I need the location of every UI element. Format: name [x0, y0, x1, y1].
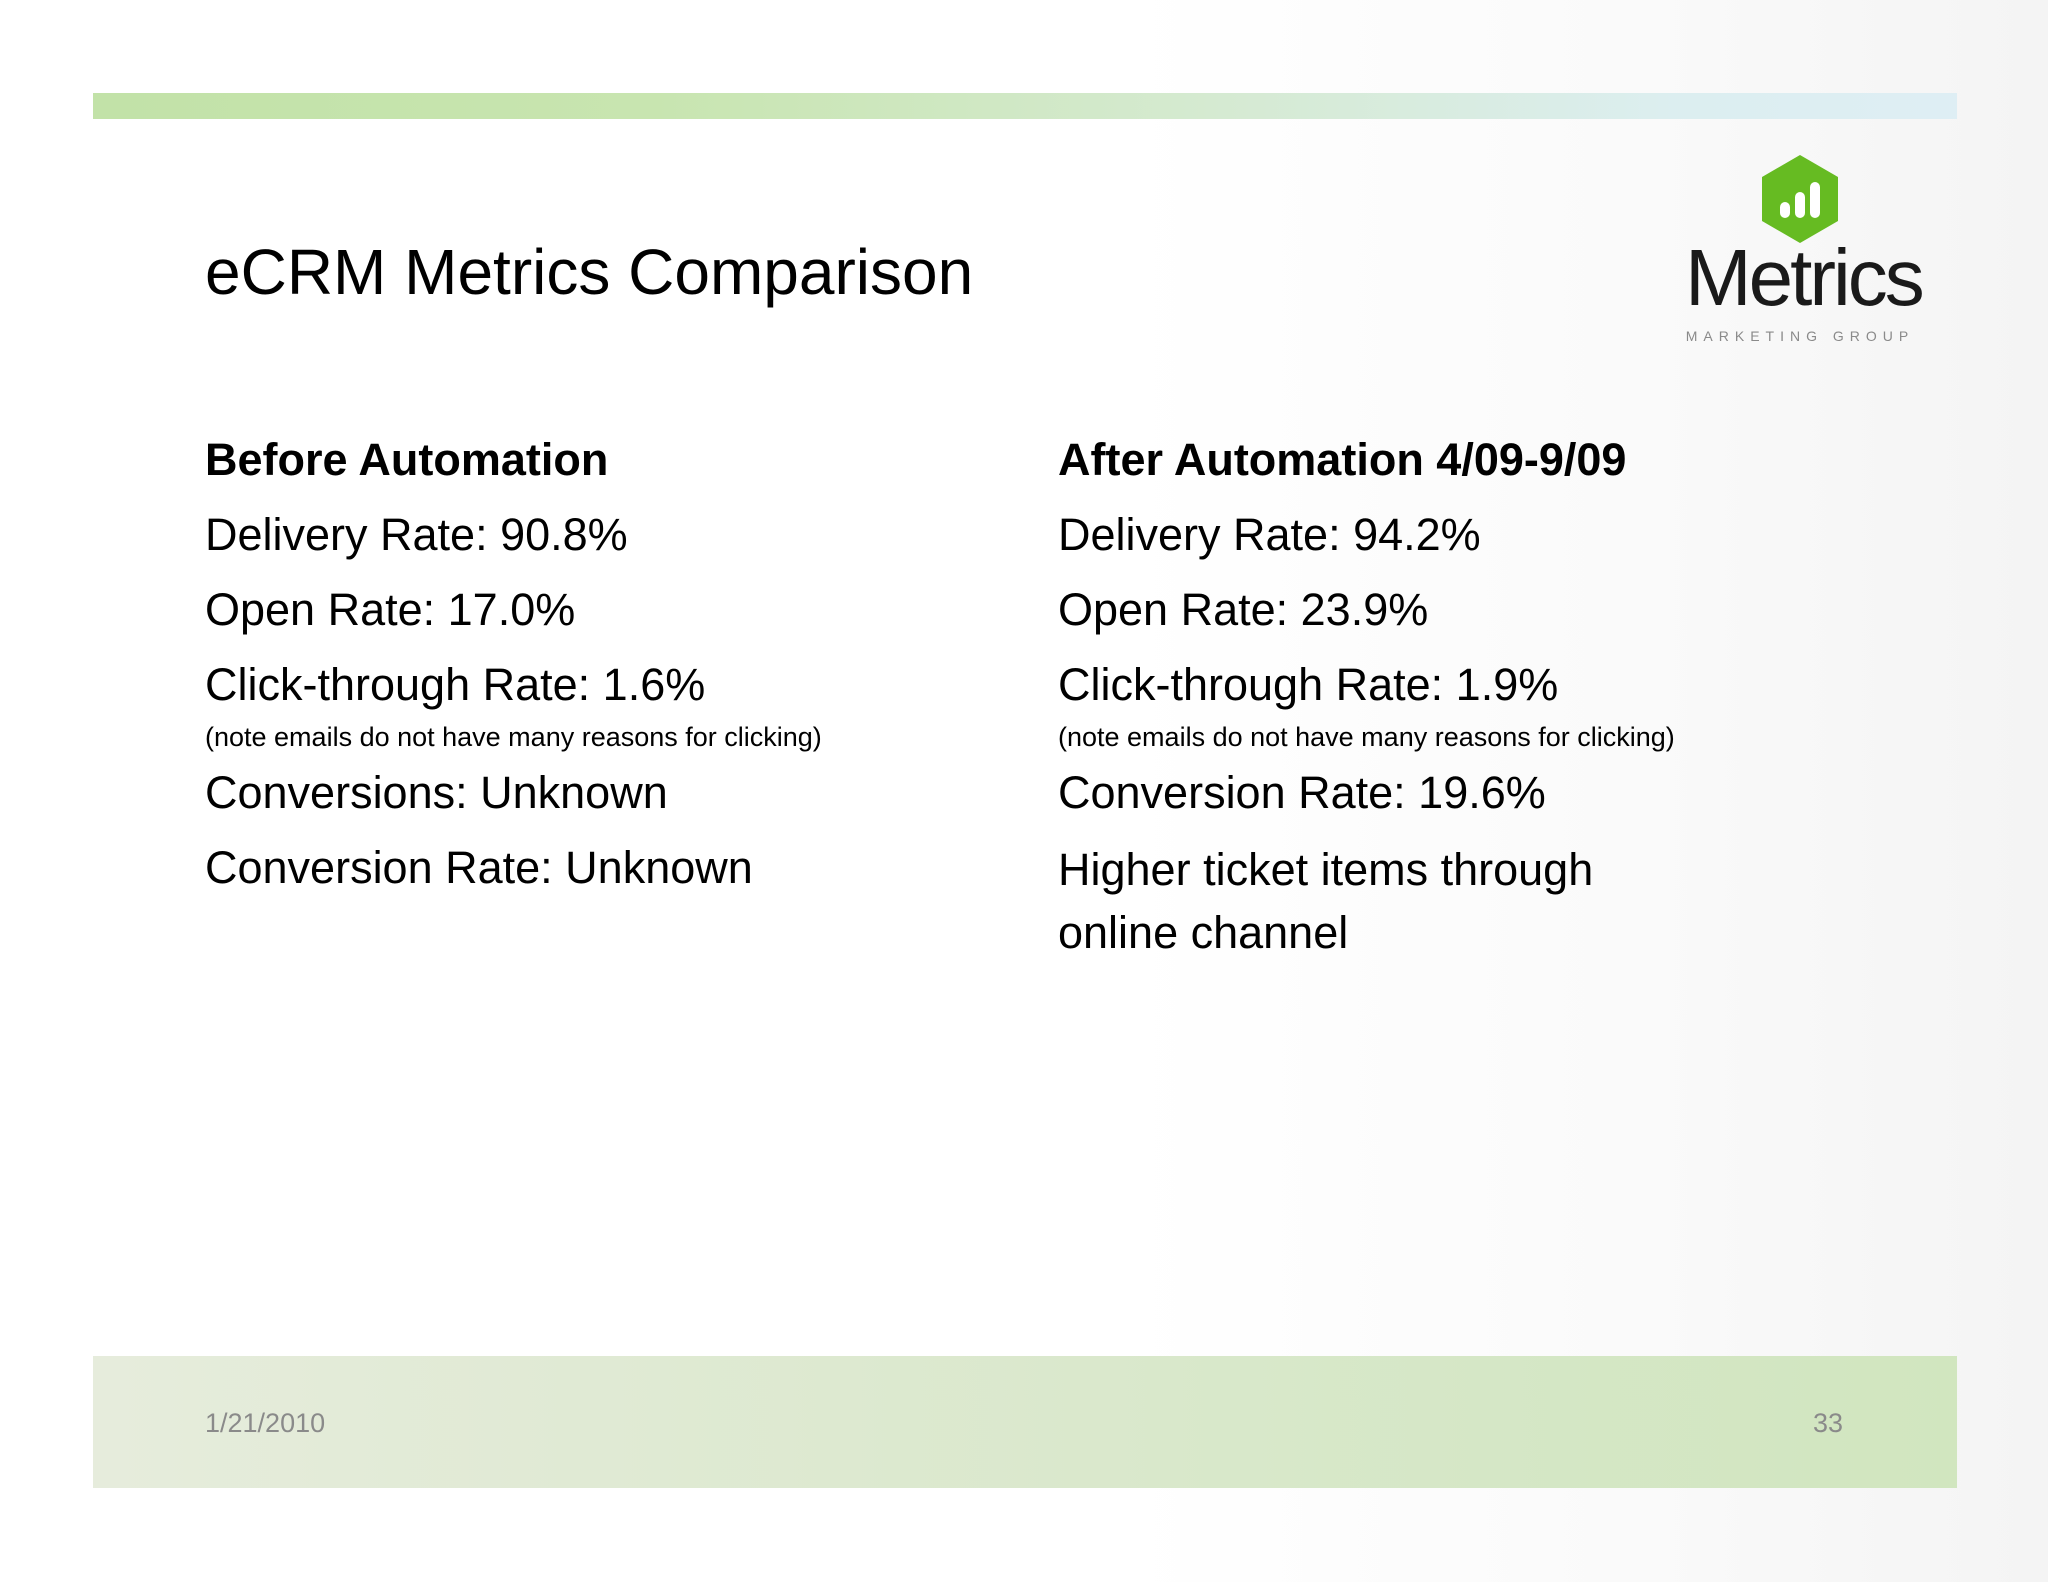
footer-date: 1/21/2010 [205, 1408, 326, 1438]
after-open-rate: Open Rate: 23.9% [1058, 584, 1429, 635]
before-click-note: (note emails do not have many reasons fo… [205, 722, 822, 752]
after-click-note: (note emails do not have many reasons fo… [1058, 722, 1675, 752]
bar-chart-hexagon-icon [1762, 155, 1838, 243]
after-heading: After Automation 4/09-9/09 [1058, 434, 1627, 485]
page-number: 33 [1812, 1408, 1843, 1438]
after-conversion-rate: Conversion Rate: 19.6% [1058, 767, 1546, 818]
before-conversions: Conversions: Unknown [205, 767, 668, 818]
after-higher-ticket-items: Higher ticket items through online chann… [1058, 844, 1594, 958]
before-click-through-rate: Click-through Rate: 1.6% [205, 659, 706, 710]
before-open-rate: Open Rate: 17.0% [205, 584, 576, 635]
before-automation-column: Before Automation Delivery Rate: 90.8% O… [205, 430, 1005, 898]
after-automation-column: After Automation 4/09-9/09 Delivery Rate… [1058, 430, 1818, 964]
slide-title: eCRM Metrics Comparison [205, 236, 974, 308]
after-delivery-rate: Delivery Rate: 94.2% [1058, 509, 1481, 560]
logo-tagline: MARKETING GROUP [1685, 328, 1915, 344]
footer-bar [93, 1356, 1957, 1488]
logo-wordmark: Metrics [1685, 233, 1925, 322]
metrics-logo: Metrics MARKETING GROUP [1680, 150, 1925, 350]
after-click-through-rate: Click-through Rate: 1.9% [1058, 659, 1559, 710]
top-accent-bar [93, 93, 1957, 119]
before-delivery-rate: Delivery Rate: 90.8% [205, 509, 628, 560]
before-heading: Before Automation [205, 434, 609, 485]
before-conversion-rate: Conversion Rate: Unknown [205, 842, 753, 893]
